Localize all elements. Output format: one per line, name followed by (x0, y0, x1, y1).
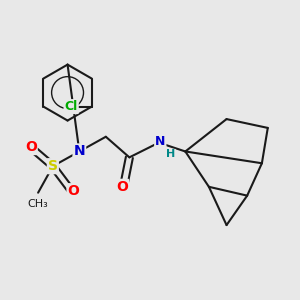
Text: N: N (74, 145, 85, 158)
Text: O: O (25, 140, 37, 154)
Text: N: N (155, 135, 166, 148)
Text: H: H (166, 149, 175, 159)
Text: O: O (68, 184, 80, 198)
Text: CH₃: CH₃ (28, 200, 49, 209)
Text: O: O (116, 180, 128, 194)
Text: S: S (48, 159, 58, 173)
Text: Cl: Cl (64, 100, 78, 113)
